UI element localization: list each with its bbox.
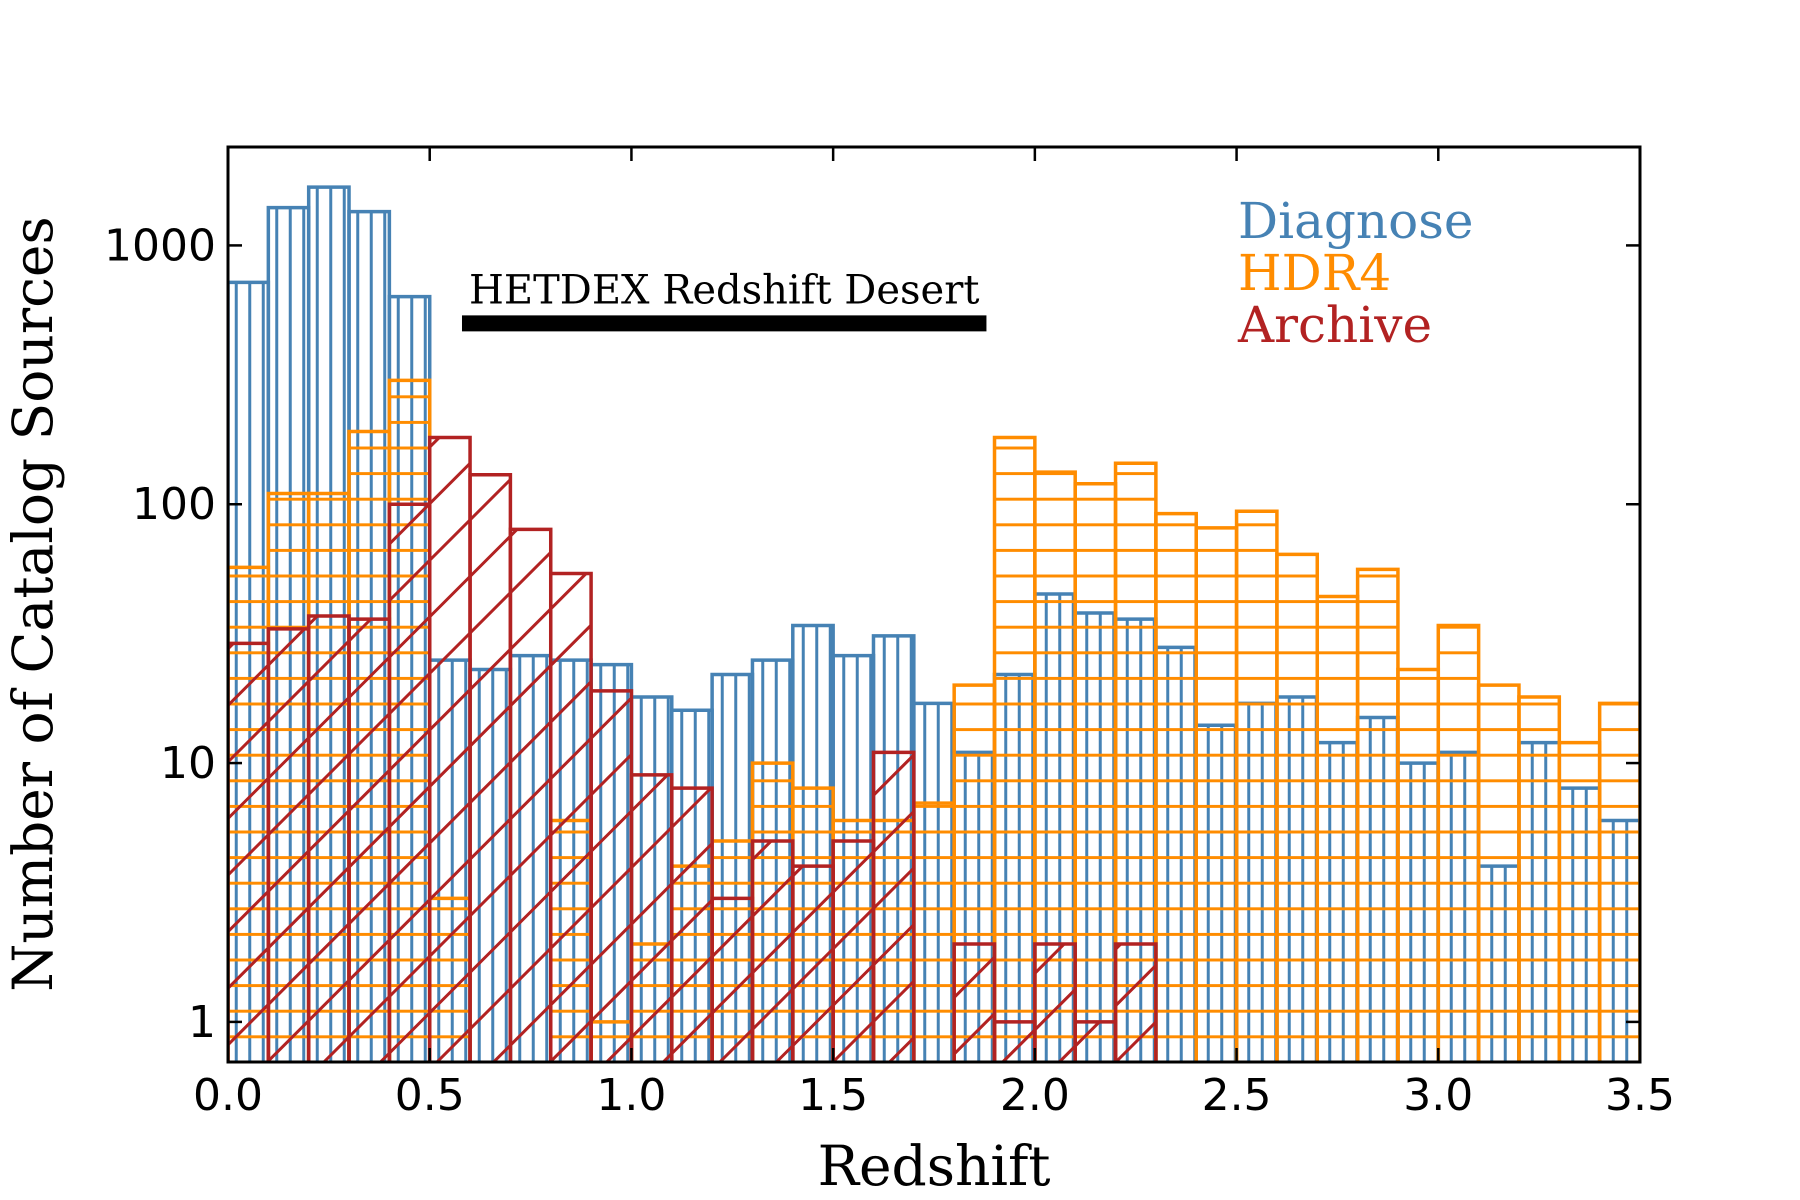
y-tick-label: 1: [188, 997, 216, 1048]
legend-entry: Archive: [1237, 296, 1432, 354]
bar: [873, 752, 914, 1062]
bar: [429, 437, 471, 1062]
bar: [1155, 513, 1197, 1062]
bar: [712, 898, 753, 1062]
x-axis-label: Redshift: [818, 1134, 1051, 1198]
bar-outline: [1597, 701, 1640, 1062]
bar: [954, 943, 995, 1062]
x-tick-label: 2.5: [1202, 1070, 1272, 1121]
x-tick-label: 1.0: [596, 1070, 666, 1121]
y-tick-label: 100: [132, 479, 216, 530]
bar: [1518, 697, 1560, 1062]
plot-area: [228, 185, 1640, 1062]
legend-entry: Diagnose: [1238, 192, 1473, 250]
bar: [389, 504, 430, 1062]
bar: [1034, 943, 1076, 1062]
plot-frame: [226, 145, 1642, 1064]
legend-entry: HDR4: [1238, 244, 1391, 302]
x-tick-label: 1.5: [798, 1070, 868, 1121]
bar: [752, 840, 793, 1062]
x-tick-label: 3.0: [1403, 1070, 1473, 1121]
bar: [349, 619, 390, 1062]
y-tick-label: 1000: [104, 220, 216, 271]
y-tick-label: 10: [160, 738, 216, 789]
bar: [1075, 483, 1116, 1062]
x-tick-label: 0.0: [193, 1070, 263, 1121]
bar-outline: [952, 942, 997, 1062]
bar: [1276, 554, 1318, 1062]
bar: [994, 437, 1035, 1062]
bar: [1438, 625, 1479, 1062]
bar: [833, 840, 874, 1062]
bar: [228, 643, 269, 1062]
bar: [1075, 1021, 1116, 1062]
bar: [1317, 596, 1358, 1062]
bar: [1478, 685, 1519, 1062]
bar-outline: [871, 750, 916, 1062]
x-tick-label: 2.0: [1000, 1070, 1070, 1121]
x-tick-label: 3.5: [1605, 1070, 1675, 1121]
bar: [1559, 742, 1600, 1062]
bar: [631, 774, 672, 1062]
bar: [913, 803, 955, 1062]
bar: [1397, 669, 1439, 1062]
bar: [591, 690, 632, 1062]
bar-outline: [1113, 942, 1158, 1062]
bar: [550, 573, 592, 1062]
bar: [1357, 569, 1398, 1062]
bar: [994, 1021, 1035, 1062]
bar: [1115, 943, 1156, 1062]
bar: [1236, 511, 1277, 1062]
bar: [510, 529, 551, 1062]
bar: [268, 628, 309, 1062]
x-tick-label: 0.5: [395, 1070, 465, 1121]
bar: [1599, 703, 1640, 1062]
bar: [1196, 527, 1237, 1062]
y-axis-label: Number of Catalog Sources: [1, 216, 65, 991]
bar-outline: [1033, 942, 1077, 1062]
bar: [308, 616, 350, 1062]
bar: [470, 474, 511, 1062]
bar: [792, 866, 834, 1062]
annotation-text: HETDEX Redshift Desert: [469, 267, 979, 313]
bar: [671, 788, 713, 1062]
